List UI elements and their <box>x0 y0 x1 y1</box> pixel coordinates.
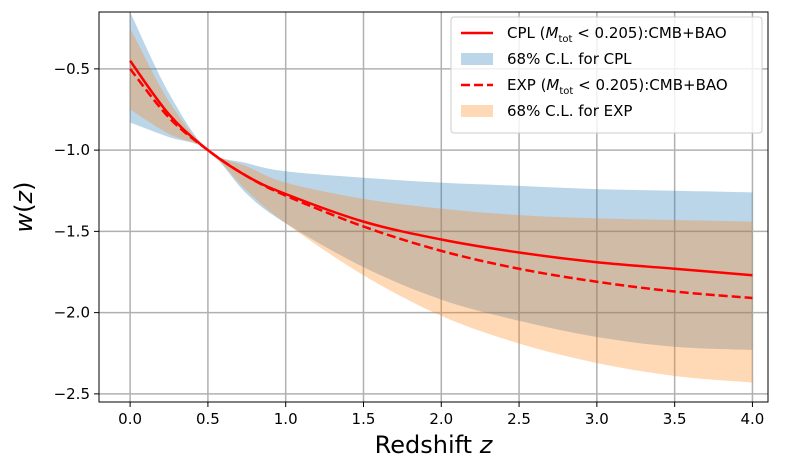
y-tick-label: −1.5 <box>54 222 90 240</box>
band-1 <box>130 12 753 350</box>
y-axis: −0.5 −1.0 −1.5 −2.0 −2.5 <box>54 60 99 403</box>
x-tick-label: 0.0 <box>118 410 142 428</box>
series-line-0 <box>129 60 753 277</box>
x-tick-label: 3.0 <box>585 410 609 428</box>
y-tick-label: −2.5 <box>54 385 90 403</box>
x-tick-label: 1.0 <box>274 410 298 428</box>
x-tick-label: 0.5 <box>196 410 220 428</box>
plot-frame <box>98 11 769 403</box>
band-3 <box>130 28 753 383</box>
confidence-bands <box>130 12 753 383</box>
x-axis: 0.0 0.5 1.0 1.5 2.0 2.5 3.0 3.5 4.0 <box>118 402 764 428</box>
legend: CPL (Mtot < 0.205):CMB+BAO 68% C.L. for C… <box>450 16 763 134</box>
y-axis-title: w(z) <box>10 182 38 233</box>
series-lines <box>129 60 753 300</box>
x-tick-label: 4.0 <box>741 410 765 428</box>
series-line-2 <box>129 68 753 300</box>
y-tick-label: −2.0 <box>54 304 90 322</box>
legend-swatch-1 <box>461 53 493 65</box>
x-tick-label: 2.0 <box>429 410 453 428</box>
legend-label-2: EXP (Mtot < 0.205):CMB+BAO <box>507 76 728 97</box>
y-tick-label: −1.0 <box>54 141 90 159</box>
x-tick-label: 2.5 <box>507 410 531 428</box>
x-tick-label: 3.5 <box>663 410 687 428</box>
x-tick-label: 1.5 <box>352 410 376 428</box>
legend-swatch-3 <box>461 105 493 117</box>
y-tick-label: −0.5 <box>54 60 90 78</box>
legend-box <box>450 16 763 134</box>
legend-label-1: 68% C.L. for CPL <box>507 50 632 68</box>
x-axis-title: Redshift z <box>375 431 494 459</box>
legend-label-0: CPL (Mtot < 0.205):CMB+BAO <box>507 24 727 45</box>
legend-label-3: 68% C.L. for EXP <box>507 102 632 120</box>
